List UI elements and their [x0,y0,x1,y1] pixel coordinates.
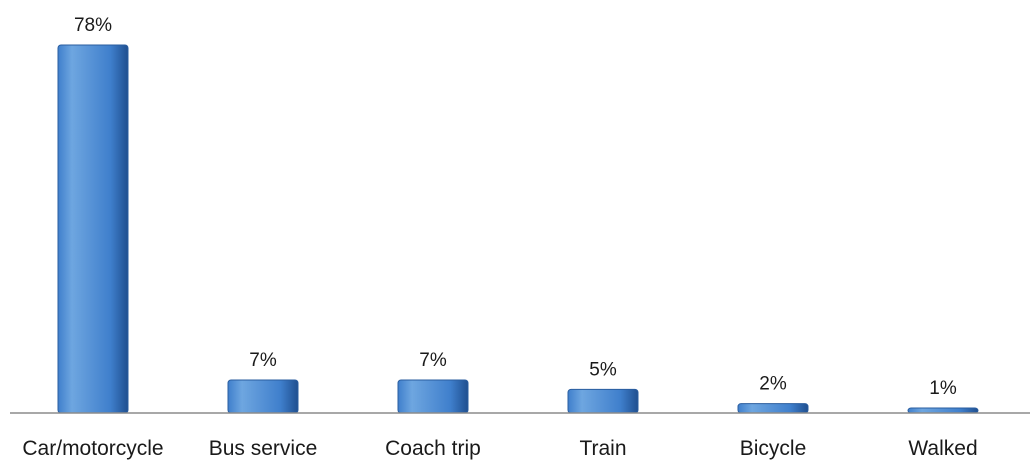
bar-train [567,388,639,414]
value-label: 1% [929,378,957,399]
value-label: 7% [419,350,447,371]
value-label: 78% [74,15,112,36]
category-label: Walked [908,437,977,460]
value-label: 5% [589,359,617,380]
value-label: 2% [759,374,787,395]
bar-coach-trip [397,379,469,414]
category-label: Car/motorcycle [22,437,163,460]
value-label: 7% [249,350,277,371]
bar-bicycle [737,403,809,414]
labels-layer: 78% Car/motorcycle 7% Bus service 7% Coach tr… [22,15,977,460]
bar-car-motorcycle [57,44,129,414]
category-label: Train [579,437,626,460]
category-label: Bus service [209,437,318,460]
category-label: Coach trip [385,437,481,460]
category-label: Bicycle [740,437,807,460]
bar-bus-service [227,379,299,414]
bars-layer [57,44,979,414]
